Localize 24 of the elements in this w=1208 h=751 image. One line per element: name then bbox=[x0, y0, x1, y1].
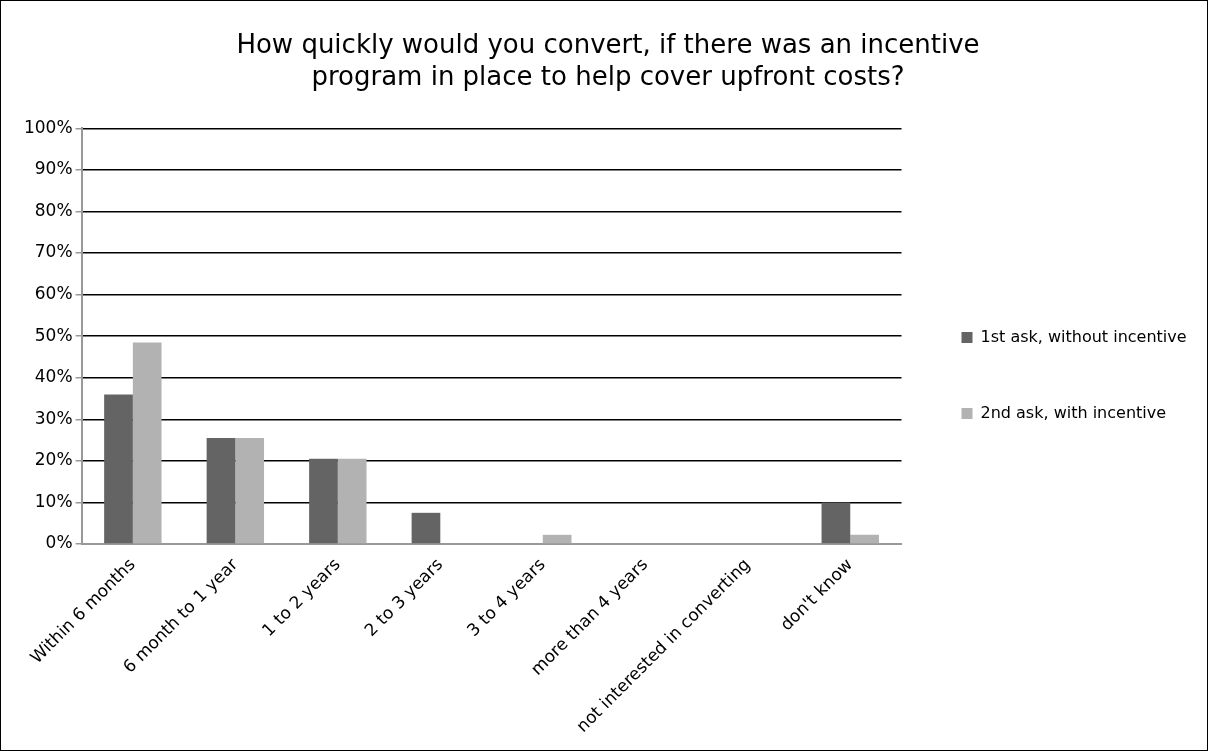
bar bbox=[132, 342, 162, 544]
y-tick-label: 80% bbox=[34, 199, 73, 220]
bar bbox=[309, 458, 338, 544]
y-tick-label: 100% bbox=[23, 116, 73, 137]
y-tick-label: 60% bbox=[34, 283, 73, 304]
y-tick-label: 30% bbox=[34, 407, 73, 428]
bar bbox=[235, 438, 265, 544]
bar bbox=[542, 534, 572, 544]
y-tick-label: 90% bbox=[34, 158, 73, 179]
y-tick-label: 10% bbox=[34, 490, 73, 511]
y-tick-label: 0% bbox=[45, 532, 73, 553]
chart-title: How quickly would you convert, if there was an incentive program in place to help cover upfront costs? bbox=[236, 29, 980, 91]
bar bbox=[104, 394, 133, 544]
y-tick-label: 20% bbox=[34, 449, 73, 470]
bar bbox=[411, 512, 441, 544]
legend-label: 1st ask, without incentive bbox=[980, 326, 1187, 346]
y-tick-label: 50% bbox=[34, 324, 73, 345]
y-tick-label: 40% bbox=[34, 366, 73, 387]
legend-label: 2nd ask, with incentive bbox=[980, 402, 1167, 422]
bar bbox=[821, 502, 851, 544]
bar bbox=[850, 534, 879, 544]
y-tick-label: 70% bbox=[34, 241, 73, 262]
bar bbox=[206, 438, 236, 544]
bar bbox=[337, 458, 367, 544]
